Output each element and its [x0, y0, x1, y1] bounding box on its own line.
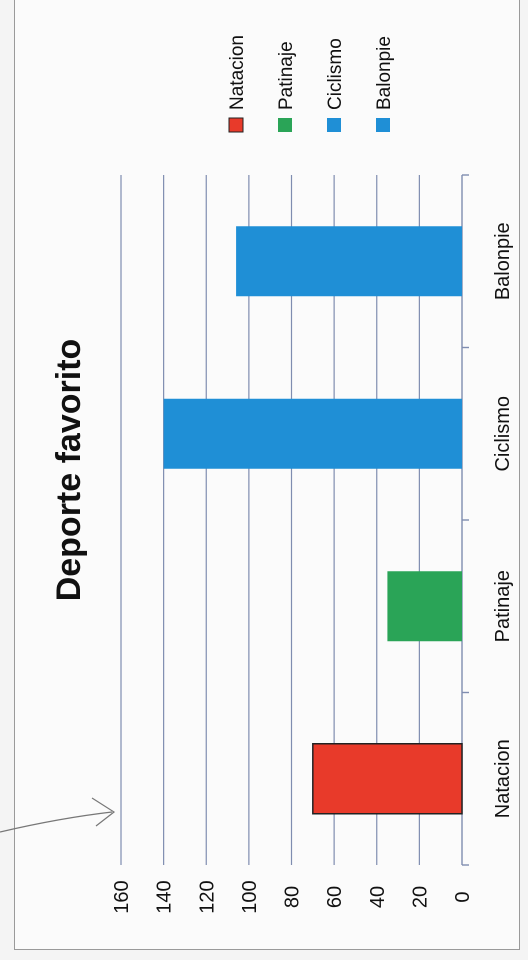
chart-title: Deporte favorito — [50, 339, 88, 602]
y-tick-label: 40 — [367, 886, 389, 908]
y-tick-label: 120 — [196, 880, 218, 913]
bar — [387, 571, 462, 642]
legend-swatch — [327, 118, 341, 132]
y-tick-label: 100 — [239, 880, 261, 913]
category-label: Patinaje — [492, 570, 514, 642]
y-tick-label: 80 — [282, 886, 304, 908]
legend-label: Natacion — [227, 35, 248, 110]
legend-swatch — [376, 118, 390, 132]
bar — [236, 226, 462, 297]
legend-label: Ciclismo — [325, 38, 346, 110]
legend-label: Patinaje — [276, 41, 297, 110]
pencil-arrow-annotation — [0, 797, 116, 833]
category-label: Ciclismo — [492, 396, 514, 472]
bar — [163, 398, 462, 469]
legend-swatch — [228, 117, 244, 133]
y-tick-label: 0 — [452, 891, 474, 902]
category-label: Balonpie — [492, 222, 514, 300]
category-label: Natacion — [492, 739, 514, 818]
legend-label: Balonpie — [374, 36, 395, 110]
y-tick-label: 60 — [324, 886, 346, 908]
y-tick-label: 20 — [409, 886, 431, 908]
legend-swatch — [278, 118, 292, 132]
y-tick-label: 160 — [111, 880, 133, 913]
bar — [312, 743, 463, 815]
y-tick-label: 140 — [154, 880, 176, 913]
